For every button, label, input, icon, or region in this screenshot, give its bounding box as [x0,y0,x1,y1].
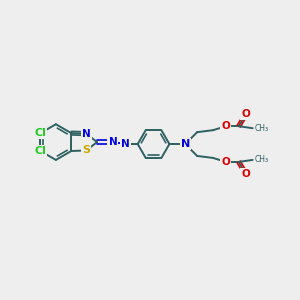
Text: O: O [221,121,230,131]
Text: O: O [221,157,230,167]
Text: N: N [82,129,91,139]
Text: O: O [241,169,250,179]
Text: CH₃: CH₃ [255,155,269,164]
Text: O: O [241,109,250,119]
Text: S: S [82,146,90,155]
Text: N: N [109,137,117,147]
Text: N: N [122,139,130,149]
Text: CH₃: CH₃ [255,124,269,133]
Text: Cl: Cl [34,128,46,138]
Text: N: N [181,139,190,149]
Text: Cl: Cl [34,146,46,156]
